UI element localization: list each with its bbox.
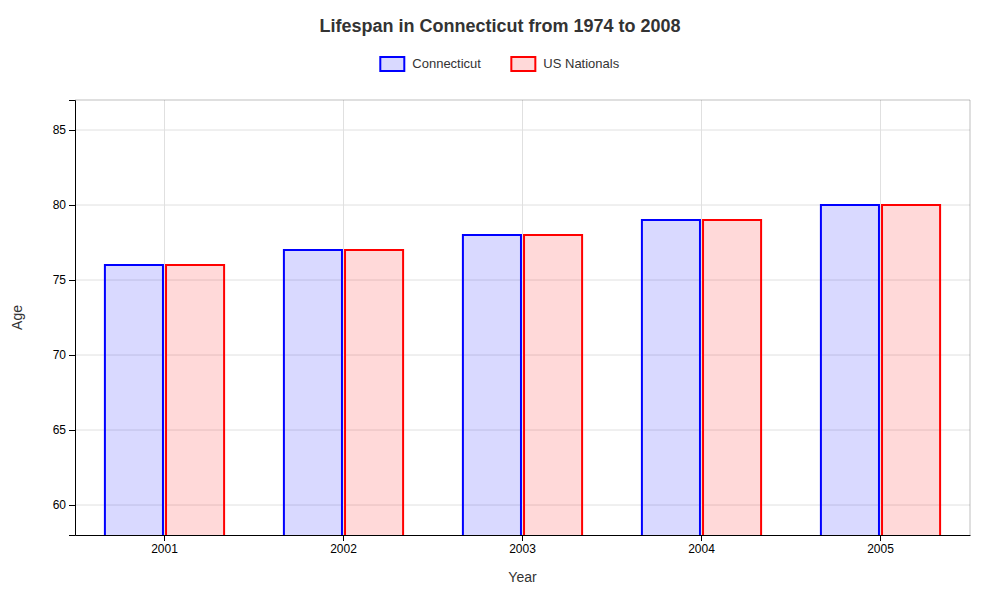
bar	[524, 235, 582, 535]
tick: 2005	[867, 535, 894, 556]
tick: 75	[53, 273, 75, 287]
tick-label: 2005	[867, 542, 894, 556]
axis-line	[69, 101, 76, 536]
bar	[166, 265, 224, 535]
tick: 2001	[151, 535, 178, 556]
bar	[882, 205, 940, 535]
tick-label: 80	[53, 198, 67, 212]
grid-line	[880, 100, 881, 535]
bar	[821, 205, 879, 535]
bar	[463, 235, 521, 535]
tick: 2004	[688, 535, 715, 556]
legend-label: Connecticut	[412, 56, 481, 71]
tick-mark	[701, 535, 702, 541]
bar-series	[105, 205, 879, 535]
tick-mark	[69, 430, 75, 431]
tick-label: 2001	[151, 542, 178, 556]
y-axis: 60 65 70 75 80 85	[53, 101, 76, 536]
tick-mark	[880, 535, 881, 541]
bar	[105, 265, 163, 535]
tick-mark	[69, 280, 75, 281]
tick-mark	[69, 505, 75, 506]
chart: 60 65 70 75 80 85 2001 2002 2003 2004 2005 Year Age L…	[0, 0, 1000, 600]
x-axis-title: Year	[508, 569, 537, 585]
tick: 60	[53, 498, 75, 512]
tick-mark	[69, 355, 75, 356]
tick-label: 2003	[509, 542, 536, 556]
grid-line	[701, 100, 702, 535]
bar	[345, 250, 403, 535]
title: Lifespan in Connecticut from 1974 to 200…	[319, 16, 680, 36]
plot: 60 65 70 75 80 85 2001 2002 2003 2004 2005	[53, 100, 971, 600]
legend-label: US Nationals	[543, 56, 619, 71]
tick: 85	[53, 123, 75, 137]
bar	[703, 220, 761, 535]
tick-mark	[164, 535, 165, 541]
y-axis-title: Age	[9, 305, 25, 330]
tick-label: 65	[53, 423, 67, 437]
tick-mark	[69, 205, 75, 206]
legend-item: Connecticut	[380, 56, 481, 71]
grid-line	[164, 100, 165, 535]
tick: 2003	[509, 535, 536, 556]
legend-swatch	[511, 57, 535, 71]
bar-series	[166, 205, 940, 535]
tick-label: 2004	[688, 542, 715, 556]
tick-label: 70	[53, 348, 67, 362]
legend-item: US Nationals	[511, 56, 619, 71]
tick-label: 60	[53, 498, 67, 512]
tick: 2002	[330, 535, 357, 556]
bar	[284, 250, 342, 535]
tick-mark	[69, 130, 75, 131]
legend: Connecticut US Nationals	[380, 56, 619, 71]
tick-mark	[343, 535, 344, 541]
bar	[642, 220, 700, 535]
tick-mark	[522, 535, 523, 541]
tick-label: 85	[53, 123, 67, 137]
legend-swatch	[380, 57, 404, 71]
tick: 80	[53, 198, 75, 212]
bars	[105, 205, 940, 535]
frame	[75, 100, 970, 101]
tick-label: 2002	[330, 542, 357, 556]
x-axis: 2001 2002 2003 2004 2005	[76, 535, 971, 556]
grid-line	[343, 100, 344, 535]
tick-label: 75	[53, 273, 67, 287]
grid-line	[522, 100, 523, 535]
tick: 65	[53, 423, 75, 437]
frame	[970, 100, 971, 535]
tick: 70	[53, 348, 75, 362]
